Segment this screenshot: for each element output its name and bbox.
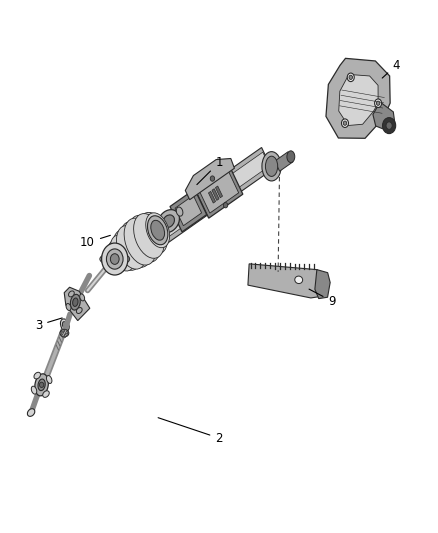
- Ellipse shape: [71, 294, 80, 310]
- Ellipse shape: [374, 99, 381, 108]
- Polygon shape: [248, 264, 324, 298]
- Ellipse shape: [262, 152, 281, 181]
- Ellipse shape: [295, 276, 303, 284]
- Text: 1: 1: [197, 156, 223, 184]
- Polygon shape: [185, 158, 234, 200]
- Text: 10: 10: [80, 236, 110, 249]
- Ellipse shape: [376, 101, 380, 106]
- Ellipse shape: [265, 156, 278, 176]
- Ellipse shape: [163, 215, 174, 228]
- Polygon shape: [315, 270, 330, 298]
- Ellipse shape: [43, 391, 49, 398]
- Polygon shape: [147, 152, 269, 247]
- Ellipse shape: [66, 303, 71, 311]
- Ellipse shape: [343, 121, 347, 125]
- Text: 9: 9: [309, 289, 336, 308]
- Polygon shape: [199, 171, 239, 213]
- Ellipse shape: [35, 374, 48, 396]
- Polygon shape: [61, 331, 68, 335]
- Ellipse shape: [102, 243, 128, 275]
- Ellipse shape: [139, 212, 167, 254]
- Ellipse shape: [60, 329, 69, 337]
- Ellipse shape: [68, 291, 74, 297]
- Polygon shape: [339, 75, 378, 125]
- Polygon shape: [275, 152, 293, 171]
- Ellipse shape: [349, 75, 353, 79]
- Polygon shape: [175, 196, 201, 225]
- Ellipse shape: [62, 321, 67, 329]
- Ellipse shape: [108, 240, 129, 271]
- Ellipse shape: [124, 218, 156, 265]
- Ellipse shape: [60, 319, 69, 332]
- Text: 3: 3: [35, 318, 62, 332]
- Ellipse shape: [382, 118, 396, 134]
- Ellipse shape: [31, 386, 37, 394]
- Ellipse shape: [28, 409, 35, 416]
- Polygon shape: [195, 166, 243, 218]
- Ellipse shape: [154, 226, 161, 236]
- Ellipse shape: [347, 73, 354, 82]
- Ellipse shape: [128, 215, 161, 262]
- Ellipse shape: [158, 209, 180, 233]
- Ellipse shape: [39, 382, 44, 387]
- Ellipse shape: [76, 308, 82, 313]
- Ellipse shape: [287, 151, 295, 163]
- Ellipse shape: [106, 249, 123, 269]
- Ellipse shape: [176, 207, 183, 216]
- Ellipse shape: [34, 372, 40, 379]
- Ellipse shape: [120, 222, 152, 268]
- Polygon shape: [62, 329, 67, 337]
- Polygon shape: [208, 191, 215, 203]
- Ellipse shape: [223, 203, 228, 208]
- Ellipse shape: [151, 220, 165, 240]
- Text: 4: 4: [382, 59, 400, 78]
- Polygon shape: [64, 329, 65, 337]
- Ellipse shape: [46, 376, 52, 383]
- Ellipse shape: [148, 216, 168, 245]
- Ellipse shape: [73, 298, 78, 306]
- Ellipse shape: [386, 122, 392, 130]
- Text: 2: 2: [158, 418, 223, 445]
- Ellipse shape: [110, 235, 135, 271]
- Polygon shape: [170, 189, 207, 232]
- Ellipse shape: [134, 214, 164, 259]
- Polygon shape: [144, 148, 272, 252]
- Ellipse shape: [146, 213, 170, 248]
- Polygon shape: [64, 287, 90, 321]
- Polygon shape: [61, 331, 68, 335]
- Polygon shape: [373, 102, 395, 131]
- Polygon shape: [326, 58, 390, 138]
- Ellipse shape: [80, 294, 85, 301]
- Ellipse shape: [342, 119, 349, 127]
- Ellipse shape: [117, 225, 146, 269]
- Ellipse shape: [110, 254, 119, 264]
- Ellipse shape: [100, 253, 130, 265]
- Polygon shape: [62, 329, 67, 337]
- Ellipse shape: [210, 176, 215, 181]
- Ellipse shape: [113, 230, 141, 270]
- Polygon shape: [215, 186, 223, 198]
- Polygon shape: [212, 189, 219, 200]
- Ellipse shape: [38, 379, 45, 391]
